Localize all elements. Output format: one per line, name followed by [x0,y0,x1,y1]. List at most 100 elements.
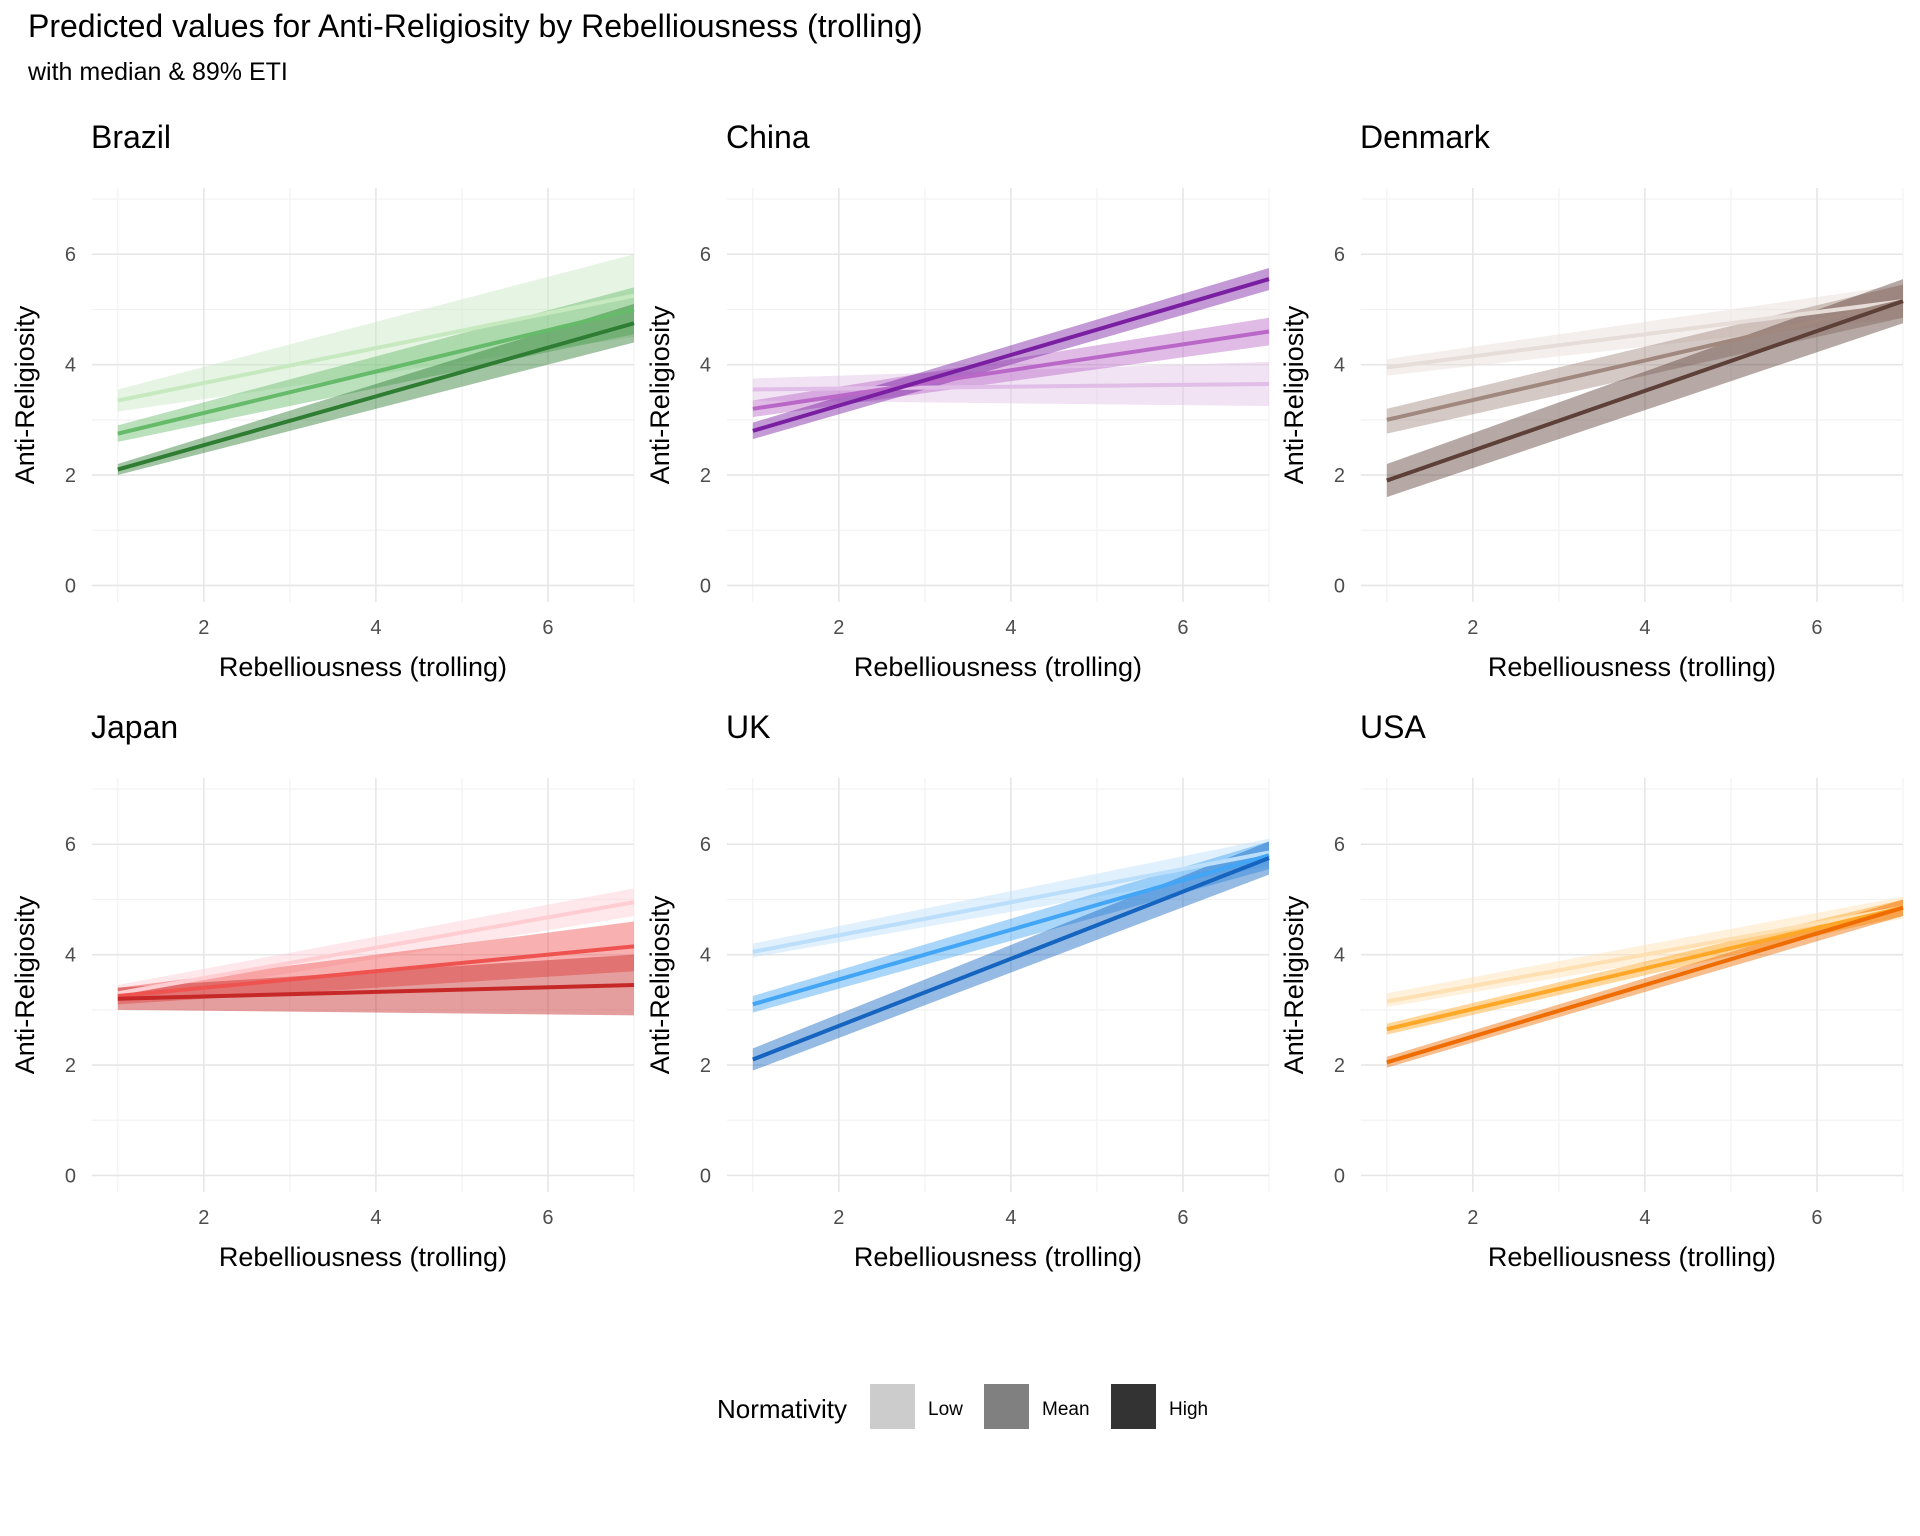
y-tick-label: 0 [1334,575,1345,597]
y-tick-label: 4 [1334,945,1345,967]
series-line-low [117,293,635,403]
y-axis-title: Anti-Religiosity [10,895,40,1074]
y-tick-label: 6 [65,244,76,266]
x-tick-label: 6 [1811,617,1822,639]
x-axis-title: Rebelliousness (trolling) [854,652,1142,682]
y-tick-label: 6 [1334,244,1345,266]
facet-title: USA [1360,709,1426,745]
legend-title: Normativity [717,1394,847,1424]
series-line-mean [1386,299,1904,422]
series-line-high [1386,905,1904,1065]
y-tick-label: 0 [65,1165,76,1187]
ribbon-high [1386,279,1903,498]
y-tick-label: 2 [700,1055,711,1077]
x-tick-label: 6 [1177,1207,1188,1229]
legend-label-mean: Mean [1042,1399,1090,1420]
y-tick-label: 2 [700,465,711,487]
ribbon-low [117,254,635,412]
series-line-low [117,900,635,996]
ribbon-mean [752,841,1269,1013]
facet-title: Brazil [91,119,171,155]
series-line-low [1386,299,1904,370]
facet-title: Japan [91,709,178,745]
series-line-mean [1386,905,1904,1032]
legend: Normativity Low Mean High [717,1384,1208,1429]
ribbon-low [117,888,635,1002]
x-tick-label: 6 [542,1207,553,1229]
ribbon-low [1386,284,1903,376]
series-line-high [1386,299,1904,483]
y-tick-label: 2 [65,465,76,487]
x-tick-label: 2 [1467,1207,1478,1229]
x-tick-label: 2 [198,617,209,639]
x-axis-title: Rebelliousness (trolling) [219,1242,507,1272]
y-tick-label: 4 [700,945,711,967]
series-line-high [752,856,1270,1062]
series-line-low [752,850,1270,954]
x-tick-label: 4 [1639,1207,1650,1229]
series-line-mean [117,307,635,436]
facet-title: Denmark [1360,119,1491,155]
x-axis-title: Rebelliousness (trolling) [1488,652,1776,682]
x-axis-title: Rebelliousness (trolling) [219,652,507,682]
y-tick-label: 4 [1334,355,1345,377]
chart-subtitle: with median & 89% ETI [28,58,288,86]
x-tick-label: 6 [542,617,553,639]
y-tick-label: 2 [1334,1055,1345,1077]
y-tick-label: 4 [700,355,711,377]
y-tick-label: 6 [1334,834,1345,856]
y-tick-label: 6 [65,834,76,856]
x-tick-label: 2 [198,1207,209,1229]
x-tick-label: 2 [1467,617,1478,639]
legend-label-high: High [1169,1399,1208,1420]
x-tick-label: 4 [1639,617,1650,639]
x-tick-label: 6 [1177,617,1188,639]
y-tick-label: 2 [65,1055,76,1077]
series-line-mean [117,944,635,999]
y-tick-label: 4 [65,355,76,377]
y-axis-title: Anti-Religiosity [645,895,675,1074]
ribbon-high [752,841,1269,1071]
facet-panel-usa: 2 4 6 0 2 4 6 USA Rebelliousness (trolling) Anti-… [1279,709,1904,1272]
series-line-high [752,277,1270,433]
facet-title: UK [726,709,770,745]
x-tick-label: 4 [1005,617,1016,639]
y-tick-label: 0 [65,575,76,597]
x-tick-label: 6 [1811,1207,1822,1229]
x-tick-label: 4 [1005,1207,1016,1229]
y-tick-label: 0 [700,575,711,597]
x-tick-label: 2 [833,617,844,639]
facet-panel-brazil: 2 4 6 0 2 4 6 Brazil Rebelliousness (trolling) An… [10,119,635,682]
ribbon-high [117,954,635,1016]
series-line-low [752,381,1270,392]
x-tick-label: 4 [370,1207,381,1229]
series-line-mean [752,853,1270,1007]
x-axis-title: Rebelliousness (trolling) [854,1242,1142,1272]
facet-panel-china: 2 4 6 0 2 4 6 China Rebelliousness (trolling) Ant… [645,119,1270,682]
legend-key-low [870,1384,915,1429]
y-tick-label: 0 [700,1165,711,1187]
y-tick-label: 2 [1334,465,1345,487]
y-tick-label: 6 [700,244,711,266]
series-line-mean [752,329,1270,411]
y-tick-label: 0 [1334,1165,1345,1187]
legend-key-high [1111,1384,1156,1429]
legend-label-low: Low [928,1399,963,1420]
x-tick-label: 4 [370,617,381,639]
y-tick-label: 4 [65,945,76,967]
series-line-low [1386,905,1904,1004]
series-line-high [117,983,635,1001]
y-axis-title: Anti-Religiosity [645,305,675,484]
legend-key-mean [984,1384,1029,1429]
y-tick-label: 6 [700,834,711,856]
facet-panel-japan: 2 4 6 0 2 4 6 Japan Rebelliousness (trolling) Ant… [10,709,635,1272]
facet-panel-denmark: 2 4 6 0 2 4 6 Denmark Rebelliousness (trolling) A… [1279,119,1904,682]
y-axis-title: Anti-Religiosity [1279,305,1309,484]
x-axis-title: Rebelliousness (trolling) [1488,1242,1776,1272]
x-tick-label: 2 [833,1207,844,1229]
series-line-high [117,321,635,472]
y-axis-title: Anti-Religiosity [1279,895,1309,1074]
y-axis-title: Anti-Religiosity [10,305,40,484]
facet-title: China [726,119,810,155]
